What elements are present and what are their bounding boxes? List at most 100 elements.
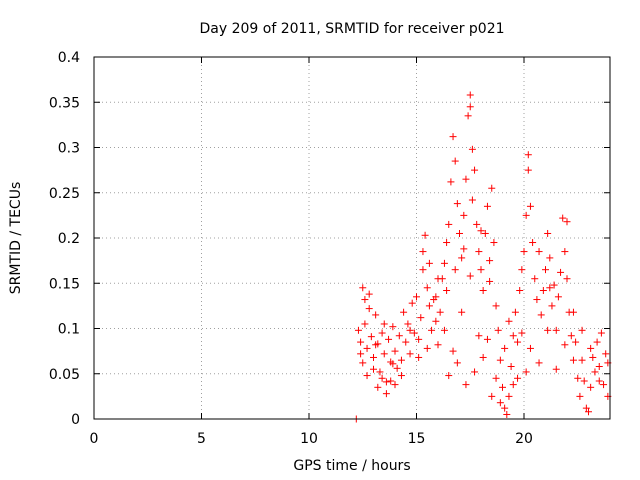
data-point: [501, 344, 509, 352]
data-point: [488, 184, 496, 192]
data-point: [453, 359, 461, 367]
data-point: [546, 254, 554, 262]
data-point: [380, 320, 388, 328]
data-point: [447, 178, 455, 186]
data-point: [434, 341, 442, 349]
data-point: [400, 308, 408, 316]
data-point: [490, 239, 498, 247]
data-point: [477, 266, 485, 274]
data-point: [486, 257, 494, 265]
y-tick-label: 0.3: [58, 141, 80, 157]
data-point: [518, 266, 526, 274]
data-point: [372, 341, 380, 349]
data-point: [475, 248, 483, 256]
data-point: [492, 302, 500, 310]
data-point: [597, 329, 605, 337]
axis-ticks: 0 0.05 0.1 0.15 0.2 0.25 0.3 0.35 0.4 0 5 10 15 20: [49, 50, 610, 447]
data-point: [526, 344, 534, 352]
data-point: [378, 374, 386, 382]
y-tick-label: 0.2: [58, 231, 80, 247]
data-point: [357, 350, 365, 358]
data-point: [567, 332, 575, 340]
x-tick-label: 0: [90, 431, 99, 447]
data-point: [453, 200, 461, 208]
data-point: [363, 372, 371, 380]
y-tick-label: 0.15: [49, 276, 80, 292]
data-point: [404, 320, 412, 328]
data-point: [522, 211, 530, 219]
data-point: [481, 229, 489, 237]
data-point: [561, 341, 569, 349]
data-point: [432, 317, 440, 325]
data-point: [552, 365, 560, 373]
data-point: [483, 202, 491, 210]
data-point: [600, 381, 608, 389]
data-point: [425, 302, 433, 310]
data-point: [382, 390, 390, 398]
data-point: [561, 248, 569, 256]
data-point: [415, 335, 423, 343]
data-point: [365, 305, 373, 313]
data-point: [529, 239, 537, 247]
data-point: [539, 286, 547, 294]
data-point: [503, 410, 511, 418]
data-point: [436, 308, 444, 316]
data-point: [357, 338, 365, 346]
data-point: [382, 378, 390, 386]
chart-title: Day 209 of 2011, SRMTID for receiver p02…: [199, 21, 504, 37]
data-point: [488, 392, 496, 400]
data-point: [370, 353, 377, 361]
data-point: [397, 356, 405, 364]
data-point: [471, 166, 479, 174]
data-point: [451, 157, 459, 165]
data-point: [524, 151, 532, 159]
data-point: [531, 275, 539, 283]
data-point: [578, 326, 586, 334]
data-point: [569, 356, 577, 364]
data-point: [466, 91, 474, 99]
y-tick-label: 0.1: [58, 322, 80, 338]
x-tick-label: 20: [515, 431, 533, 447]
x-tick-label: 5: [197, 431, 206, 447]
data-point: [499, 383, 506, 391]
data-point: [483, 335, 491, 343]
data-point: [516, 286, 524, 294]
data-point: [432, 293, 440, 301]
data-point: [486, 277, 494, 285]
data-point: [595, 377, 603, 385]
data-point: [511, 308, 519, 316]
data-point: [406, 350, 414, 358]
data-point: [466, 272, 474, 280]
data-point: [440, 326, 448, 334]
data-point: [421, 231, 429, 239]
data-point: [587, 344, 595, 352]
data-point: [537, 311, 545, 319]
data-point: [505, 317, 513, 325]
data-point: [494, 326, 502, 334]
data-point: [542, 266, 549, 274]
data-point: [479, 286, 487, 294]
data-point: [477, 227, 485, 235]
data-point: [563, 218, 571, 226]
data-point: [415, 353, 423, 361]
data-point: [550, 281, 558, 289]
data-point: [451, 266, 459, 274]
data-point: [443, 239, 451, 247]
data-point: [397, 372, 405, 380]
data-point: [552, 326, 560, 334]
data-point: [413, 293, 420, 301]
data-point: [425, 259, 433, 267]
data-point: [505, 392, 513, 400]
data-point: [578, 356, 586, 364]
data-point: [524, 166, 532, 174]
data-point: [501, 404, 509, 412]
data-point: [593, 338, 601, 346]
data-point: [464, 112, 472, 120]
data-point: [391, 347, 399, 355]
data-point: [475, 332, 483, 340]
grid-layer: [94, 57, 610, 419]
data-point: [462, 381, 470, 389]
data-point: [428, 326, 436, 334]
